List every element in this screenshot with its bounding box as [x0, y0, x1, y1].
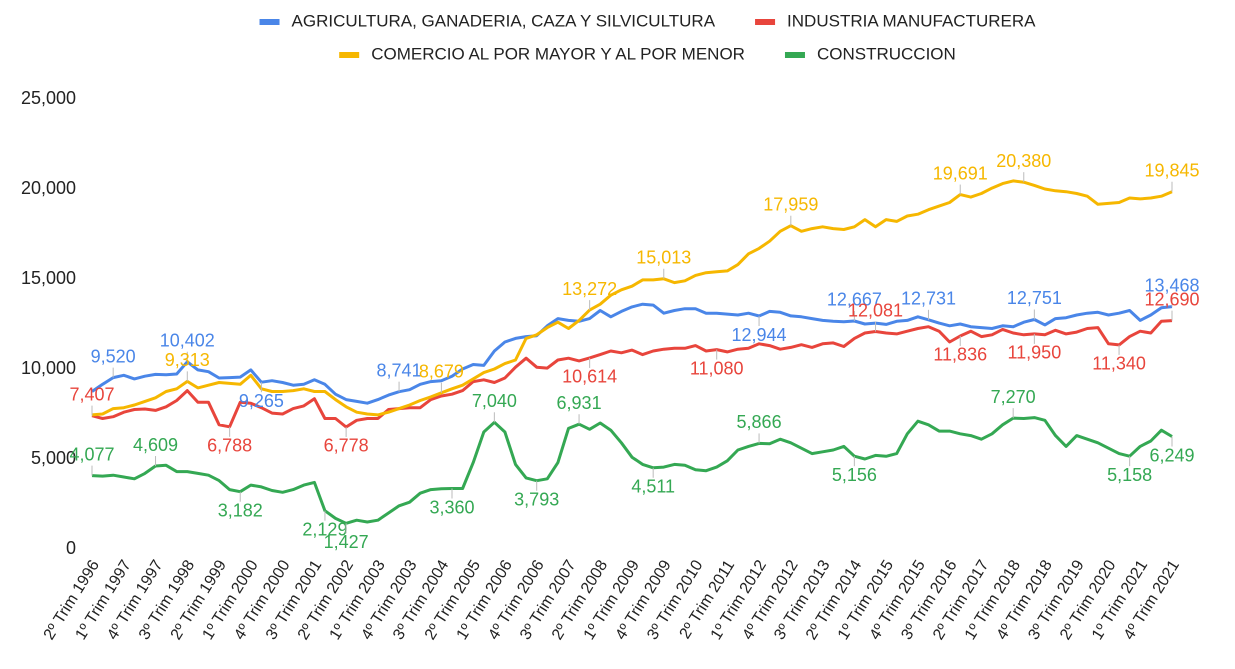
- data-label: 2,129: [302, 519, 347, 539]
- legend-swatch: [784, 52, 805, 58]
- data-label: 15,013: [636, 248, 691, 268]
- data-label: 3,793: [514, 489, 559, 509]
- data-label: 4,511: [631, 477, 675, 497]
- data-label: 12,751: [1007, 288, 1062, 308]
- y-tick-label: 5,000: [31, 448, 76, 468]
- data-label: 11,080: [690, 358, 744, 378]
- data-label: 11,836: [933, 345, 987, 365]
- data-label: 12,081: [848, 300, 903, 320]
- data-label: 12,944: [732, 325, 787, 345]
- data-label: 10,614: [562, 367, 617, 387]
- series-line: [91, 179, 1173, 417]
- data-label: 13,468: [1144, 275, 1199, 295]
- legend-label: AGRICULTURA, GANADERIA, CAZA Y SILVICULT…: [292, 11, 716, 30]
- data-label: 6,788: [207, 436, 252, 456]
- legend-swatch: [259, 19, 280, 25]
- data-label: 12,731: [901, 289, 956, 309]
- data-label: 5,158: [1107, 465, 1152, 485]
- data-label: 1,427: [324, 532, 369, 552]
- data-label: 19,845: [1144, 161, 1199, 181]
- legend-label: INDUSTRIA MANUFACTURERA: [787, 11, 1036, 30]
- legend-row: COMERCIO AL POR MAYOR Y AL POR MENOR CONS…: [339, 44, 956, 63]
- data-label: 19,691: [933, 163, 988, 183]
- data-label: 11,340: [1092, 354, 1146, 374]
- y-tick-label: 20,000: [21, 178, 76, 198]
- data-label: 6,931: [557, 393, 602, 413]
- data-label: 5,156: [832, 465, 877, 485]
- y-tick-label: 0: [66, 538, 76, 558]
- data-label: 4,077: [69, 444, 114, 464]
- data-label: 10,402: [160, 331, 215, 351]
- data-label: 7,270: [991, 387, 1036, 407]
- data-label: 3,182: [218, 500, 263, 520]
- data-label: 12,690: [1144, 289, 1199, 309]
- data-label: 20,380: [996, 151, 1051, 171]
- series-line: [91, 319, 1173, 429]
- data-label: 7,040: [472, 391, 517, 411]
- series-line: [91, 302, 1173, 405]
- data-label: 8,679: [419, 362, 464, 382]
- data-label: 12,667: [827, 290, 882, 310]
- y-tick-label: 25,000: [21, 88, 76, 108]
- data-label: 8,741: [377, 360, 422, 380]
- legend-swatch: [755, 19, 776, 25]
- data-label: 17,959: [763, 194, 818, 214]
- data-label: 9,520: [91, 346, 136, 366]
- data-label: 6,778: [324, 436, 369, 456]
- legend-label: CONSTRUCCION: [817, 44, 956, 63]
- data-label: 5,866: [737, 412, 782, 432]
- data-label: 9,313: [165, 350, 210, 370]
- legend-label: COMERCIO AL POR MAYOR Y AL POR MENOR: [371, 44, 745, 63]
- data-label: 7,407: [69, 384, 114, 404]
- data-label: 13,272: [562, 279, 617, 299]
- series-line: [91, 416, 1173, 525]
- data-label: 6,249: [1149, 445, 1194, 465]
- y-tick-label: 15,000: [21, 268, 76, 288]
- data-label: 9,265: [239, 391, 284, 411]
- legend-row: AGRICULTURA, GANADERIA, CAZA Y SILVICULT…: [259, 11, 1036, 30]
- data-label: 3,360: [429, 497, 474, 517]
- legend-swatch: [339, 52, 360, 58]
- data-label: 11,950: [1007, 343, 1061, 363]
- data-label: 4,609: [133, 435, 178, 455]
- y-tick-label: 10,000: [21, 358, 76, 378]
